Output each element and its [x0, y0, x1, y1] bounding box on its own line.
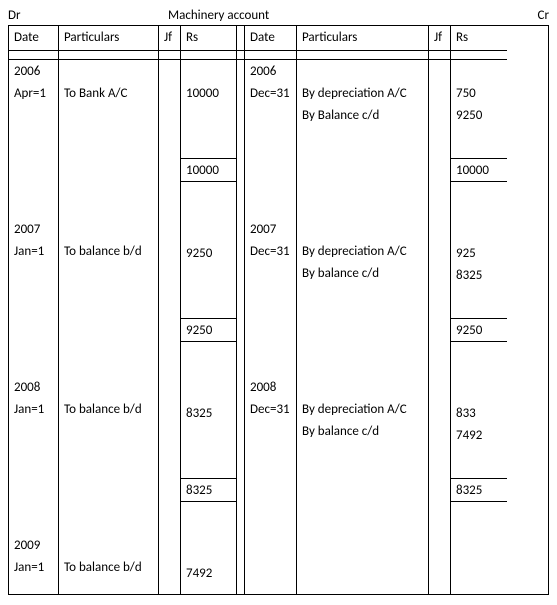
- date-cell: Jan=1: [9, 398, 58, 420]
- year-label: 2006: [245, 60, 296, 82]
- particulars-cell: By depreciation A/C: [297, 82, 428, 104]
- col-header: Date: [9, 26, 58, 51]
- col-header: Rs: [451, 26, 507, 51]
- amount-cell: 833: [451, 402, 507, 424]
- total-cell: 9250: [181, 318, 236, 342]
- separator-col: [237, 26, 245, 594]
- col-date-left: Date 2006 Apr=1 2007 Jan=1 2008 Jan=1 20…: [9, 26, 59, 594]
- particulars-cell: By depreciation A/C: [297, 240, 428, 262]
- col-header: Jf: [159, 26, 180, 51]
- particulars-cell: To balance b/d: [59, 240, 158, 262]
- particulars-cell: By balance c/d: [297, 262, 428, 284]
- date-cell: Dec=31: [245, 82, 296, 104]
- amount-cell: 9250: [451, 104, 507, 126]
- particulars-cell: By depreciation A/C: [297, 398, 428, 420]
- total-cell: 8325: [181, 478, 236, 502]
- particulars-cell: By Balance c/d: [297, 104, 428, 126]
- year-label: 2006: [9, 60, 58, 82]
- col-particulars-left: Particulars To Bank A/C To balance b/d T…: [59, 26, 159, 594]
- year-label: 2008: [245, 376, 296, 398]
- particulars-cell: To balance b/d: [59, 398, 158, 420]
- col-header: Particulars: [297, 26, 428, 51]
- dr-label: Dr: [8, 8, 108, 23]
- col-header: Date: [245, 26, 296, 51]
- date-cell: Dec=31: [245, 398, 296, 420]
- col-header: Particulars: [59, 26, 158, 51]
- amount-cell: 7492: [451, 424, 507, 446]
- date-cell: Dec=31: [245, 240, 296, 262]
- ledger-table: Date 2006 Apr=1 2007 Jan=1 2008 Jan=1 20…: [8, 25, 549, 595]
- amount-cell: 8325: [451, 264, 507, 286]
- col-header: Jf: [429, 26, 450, 51]
- col-jf-right: Jf: [429, 26, 451, 594]
- total-cell: 10000: [451, 158, 507, 182]
- year-label: 2007: [9, 218, 58, 240]
- particulars-cell: To balance b/d: [59, 556, 158, 578]
- date-cell: Apr=1: [9, 82, 58, 104]
- col-rs-left: Rs 10000 10000 9250 9250 8325 8325 7492: [181, 26, 237, 594]
- particulars-cell: By balance c/d: [297, 420, 428, 442]
- year-label: 2009: [9, 534, 58, 556]
- amount-cell: 9250: [181, 242, 236, 264]
- col-particulars-right: Particulars By depreciation A/C By Balan…: [297, 26, 429, 594]
- total-cell: 8325: [451, 478, 507, 502]
- date-cell: Jan=1: [9, 240, 58, 262]
- year-label: 2007: [245, 218, 296, 240]
- account-title: Machinery account: [108, 8, 509, 23]
- total-cell: 10000: [181, 158, 236, 182]
- ledger-header: Dr Machinery account Cr: [8, 8, 549, 23]
- amount-cell: 8325: [181, 402, 236, 424]
- amount-cell: 10000: [181, 82, 236, 104]
- amount-cell: 750: [451, 82, 507, 104]
- col-jf-left: Jf: [159, 26, 181, 594]
- amount-cell: 925: [451, 242, 507, 264]
- year-label: 2008: [9, 376, 58, 398]
- col-header: Rs: [181, 26, 236, 51]
- total-cell: 9250: [451, 318, 507, 342]
- amount-cell: 7492: [181, 562, 236, 584]
- col-rs-right: Rs 750 9250 10000 925 8325 9250 833 7492…: [451, 26, 507, 594]
- particulars-cell: To Bank A/C: [59, 82, 158, 104]
- date-cell: Jan=1: [9, 556, 58, 578]
- col-date-right: Date 2006 Dec=31 2007 Dec=31 2008 Dec=31: [245, 26, 297, 594]
- cr-label: Cr: [509, 8, 549, 23]
